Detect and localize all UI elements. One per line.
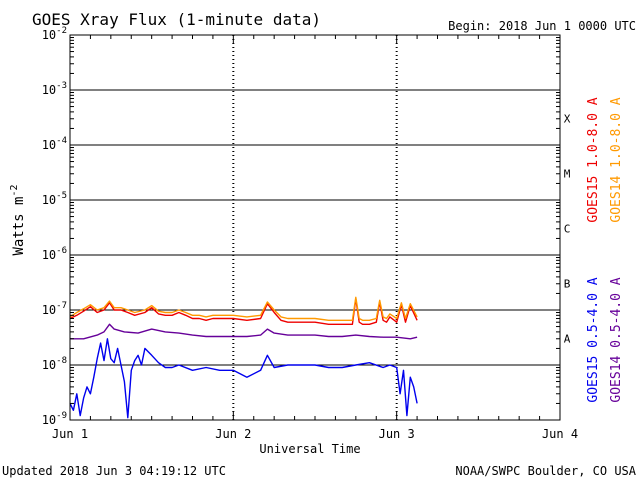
y-tick-label-base: 10 [42, 193, 56, 207]
legend-item: GOES14 0.5-4.0 A [609, 277, 624, 402]
updated-label: Updated 2018 Jun 3 04:19:12 UTC [2, 464, 226, 478]
y-tick-label-exponent: -7 [56, 301, 67, 311]
y-tick-label-base: 10 [42, 303, 56, 317]
y-tick-label: 10-6 [42, 246, 67, 262]
series-line-3 [70, 323, 418, 340]
chart-title: GOES Xray Flux (1-minute data) [32, 10, 321, 29]
y-tick-label-exponent: -5 [56, 191, 67, 201]
y-tick-labels: 10-910-810-710-610-510-410-310-2 [42, 26, 67, 427]
x-tick-label: Jun 1 [52, 427, 88, 441]
vertical-grid [232, 35, 398, 420]
y-tick-label-exponent: -4 [56, 136, 67, 146]
legend-item: GOES14 1.0-8.0 A [609, 97, 624, 222]
series-lines [69, 296, 418, 419]
legend-item: GOES15 1.0-8.0 A [586, 97, 601, 222]
legend-item: GOES15 0.5-4.0 A [586, 277, 601, 402]
series-line-2 [69, 296, 418, 321]
y-tick-label-base: 10 [42, 248, 56, 262]
y-tick-label-base: 10 [42, 138, 56, 152]
plot-frame [69, 34, 561, 421]
y-axis-label-text: Watts m [11, 197, 27, 256]
x-tick-labels: Jun 1 Jun 2 Jun 3 Jun 4 [52, 427, 578, 441]
flare-class-label: X [564, 113, 571, 126]
y-tick-label-exponent: -2 [56, 26, 67, 36]
y-tick-label: 10-2 [42, 26, 67, 42]
y-tick-label-base: 10 [42, 28, 56, 42]
y-tick-label-exponent: -3 [56, 81, 67, 91]
flare-class-label: A [564, 333, 571, 346]
credit-label: NOAA/SWPC Boulder, CO USA [455, 464, 636, 478]
y-tick-label-base: 10 [42, 83, 56, 97]
legend: GOES15 1.0-8.0 A GOES14 1.0-8.0 A GOES15 0… [586, 97, 624, 402]
x-tick-label: Jun 3 [379, 427, 415, 441]
begin-label: Begin: 2018 Jun 1 0000 UTC [448, 19, 636, 33]
flare-class-labels: A B C M X [564, 113, 571, 346]
series-line-4 [69, 338, 418, 419]
y-tick-label: 10-5 [42, 191, 67, 207]
y-tick-label: 10-3 [42, 81, 67, 97]
flare-class-label: C [564, 223, 571, 236]
y-axis-label-exponent: -2 [9, 184, 20, 196]
y-tick-label-exponent: -6 [56, 246, 67, 256]
y-tick-label-base: 10 [42, 358, 56, 372]
y-tick-label-exponent: -8 [56, 356, 67, 366]
y-tick-label: 10-4 [42, 136, 67, 152]
flare-class-label: M [564, 168, 571, 181]
y-tick-label: 10-9 [42, 411, 67, 427]
flare-class-label: B [564, 278, 571, 291]
y-tick-label-base: 10 [42, 413, 56, 427]
axis-ticks [69, 35, 561, 421]
y-axis-label: Watts m-2 [9, 184, 27, 255]
y-tick-label-exponent: -9 [56, 411, 67, 421]
y-tick-label: 10-8 [42, 356, 67, 372]
x-tick-label: Jun 2 [215, 427, 251, 441]
y-tick-label: 10-7 [42, 301, 67, 317]
x-axis-label: Universal Time [259, 442, 360, 456]
x-tick-label: Jun 4 [542, 427, 578, 441]
horizontal-grid [70, 89, 560, 366]
